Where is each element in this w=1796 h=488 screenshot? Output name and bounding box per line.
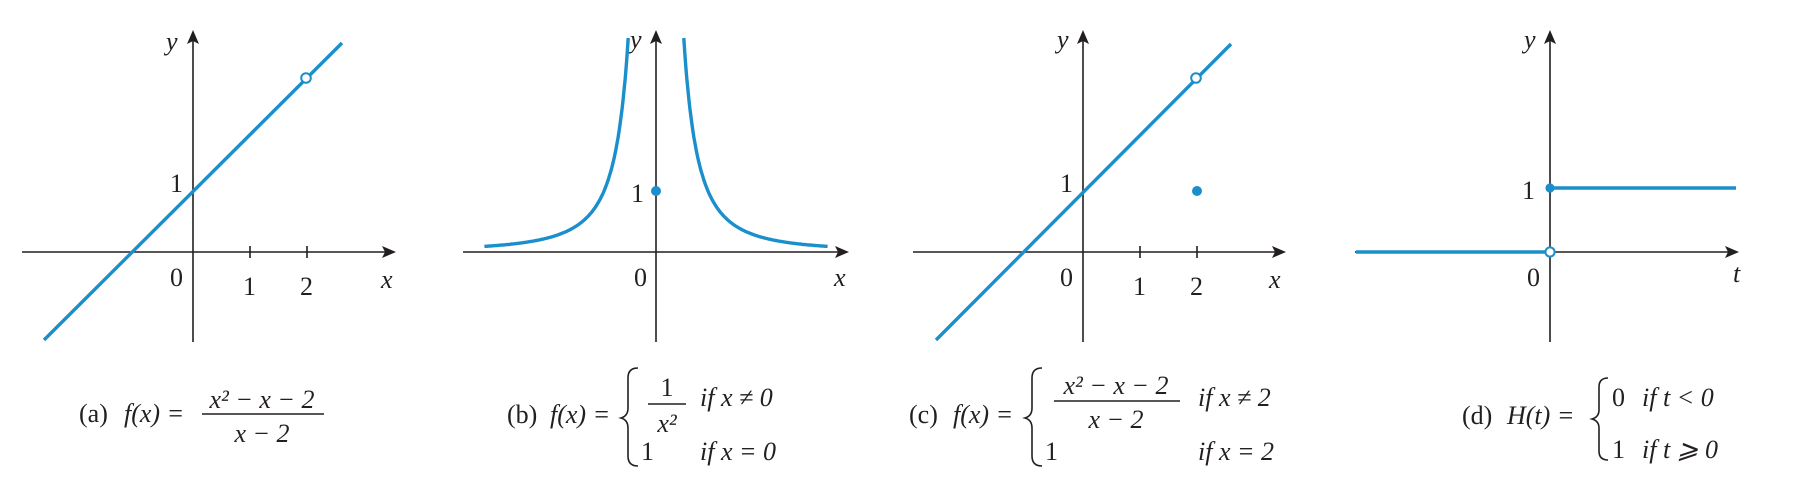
caption-d: (d) H(t) = 0 if t < 0 1 if t ⩾ 0 <box>1462 377 1718 464</box>
panel-b-y-axis-label: y <box>627 25 642 54</box>
panel-d: y t 0 1 <box>1355 25 1741 342</box>
caption-a-numerator: x² − x − 2 <box>209 385 315 414</box>
panel-c-y-arrow-icon <box>1077 30 1089 44</box>
panel-d-x-axis-label: t <box>1733 259 1741 288</box>
caption-d-case2-condition: if t ⩾ 0 <box>1642 435 1718 464</box>
caption-c-brace <box>1022 367 1043 467</box>
panel-a-y-tick-label-1: 1 <box>170 169 183 198</box>
panel-c-y-tick-label-1: 1 <box>1060 169 1073 198</box>
caption-b-case2-value: 1 <box>641 437 654 466</box>
caption-c-case2-condition: if x = 2 <box>1198 437 1274 466</box>
panel-b-origin-label: 0 <box>634 263 647 292</box>
panel-b-filled-point <box>651 186 661 196</box>
caption-c-case2-value: 1 <box>1045 437 1058 466</box>
panel-c-x-axis-label: x <box>1268 265 1281 294</box>
panel-c-x-tick-label-1: 1 <box>1133 272 1146 301</box>
panel-a: y x 0 1 2 1 <box>22 27 396 342</box>
panel-b-right-branch <box>682 37 828 249</box>
panel-a-line <box>42 41 344 342</box>
caption-d-case2-value: 1 <box>1612 435 1625 464</box>
panel-a-y-axis-label: y <box>163 27 178 56</box>
panel-d-y-tick-label-1: 1 <box>1522 176 1535 205</box>
caption-a-tag: (a) <box>79 399 108 428</box>
caption-a-denominator: x − 2 <box>233 419 289 448</box>
panel-a-open-point <box>300 72 312 84</box>
panel-a-origin-label: 0 <box>170 263 183 292</box>
caption-b-brace <box>618 367 639 467</box>
panel-c-filled-point <box>1192 186 1202 196</box>
panel-c-line <box>934 42 1233 342</box>
panel-c-x-arrow-icon <box>1272 246 1286 258</box>
panel-c-x-tick-label-2: 2 <box>1190 272 1203 301</box>
caption-d-tag: (d) <box>1462 401 1492 430</box>
panel-c-open-point <box>1190 72 1202 84</box>
caption-b: (b) f(x) = 1 x² if x ≠ 0 1 if x = 0 <box>507 367 776 467</box>
caption-c: (c) f(x) = x² − x − 2 x − 2 if x ≠ 2 1 i… <box>909 367 1274 467</box>
panel-a-x-axis-label: x <box>380 265 393 294</box>
panel-a-x-tick-label-1: 1 <box>243 272 256 301</box>
panel-b-x-arrow-icon <box>835 246 849 258</box>
caption-d-case1-condition: if t < 0 <box>1642 383 1714 412</box>
panel-b-left-branch <box>484 37 630 249</box>
caption-a-lhs: f(x) = <box>124 399 184 428</box>
panel-d-open-point <box>1544 246 1556 258</box>
caption-c-lhs: f(x) = <box>953 400 1013 429</box>
caption-a: (a) f(x) = x² − x − 2 x − 2 <box>79 385 324 448</box>
caption-b-case1-numerator: 1 <box>661 373 674 402</box>
panel-a-x-tick-label-2: 2 <box>300 272 313 301</box>
caption-c-tag: (c) <box>909 400 938 429</box>
caption-d-lhs: H(t) = <box>1506 401 1574 430</box>
panel-d-y-axis-label: y <box>1521 25 1536 54</box>
caption-c-case1-numerator: x² − x − 2 <box>1063 371 1169 400</box>
panel-d-filled-point <box>1545 183 1555 193</box>
panel-b: y x 0 1 <box>463 25 849 342</box>
caption-b-case1-condition: if x ≠ 0 <box>700 383 773 412</box>
panel-d-x-arrow-icon <box>1725 246 1739 258</box>
panel-c: y x 0 1 2 1 <box>913 25 1286 342</box>
caption-b-case1-denominator: x² <box>656 409 678 438</box>
caption-b-lhs: f(x) = <box>550 400 610 429</box>
panel-a-y-arrow-icon <box>187 30 199 44</box>
panel-d-origin-label: 0 <box>1527 263 1540 292</box>
panel-b-x-axis-label: x <box>833 263 846 292</box>
panel-c-origin-label: 0 <box>1060 263 1073 292</box>
panel-a-x-arrow-icon <box>382 246 396 258</box>
panel-c-y-axis-label: y <box>1054 25 1069 54</box>
panel-b-y-arrow-icon <box>650 30 662 44</box>
caption-b-tag: (b) <box>507 400 537 429</box>
caption-c-case1-condition: if x ≠ 2 <box>1198 383 1271 412</box>
panel-b-y-tick-label-1: 1 <box>631 179 644 208</box>
caption-d-case1-value: 0 <box>1612 383 1625 412</box>
caption-c-case1-denominator: x − 2 <box>1087 405 1143 434</box>
caption-b-case2-condition: if x = 0 <box>700 437 776 466</box>
panel-d-y-arrow-icon <box>1544 30 1556 44</box>
caption-d-brace <box>1589 377 1609 461</box>
